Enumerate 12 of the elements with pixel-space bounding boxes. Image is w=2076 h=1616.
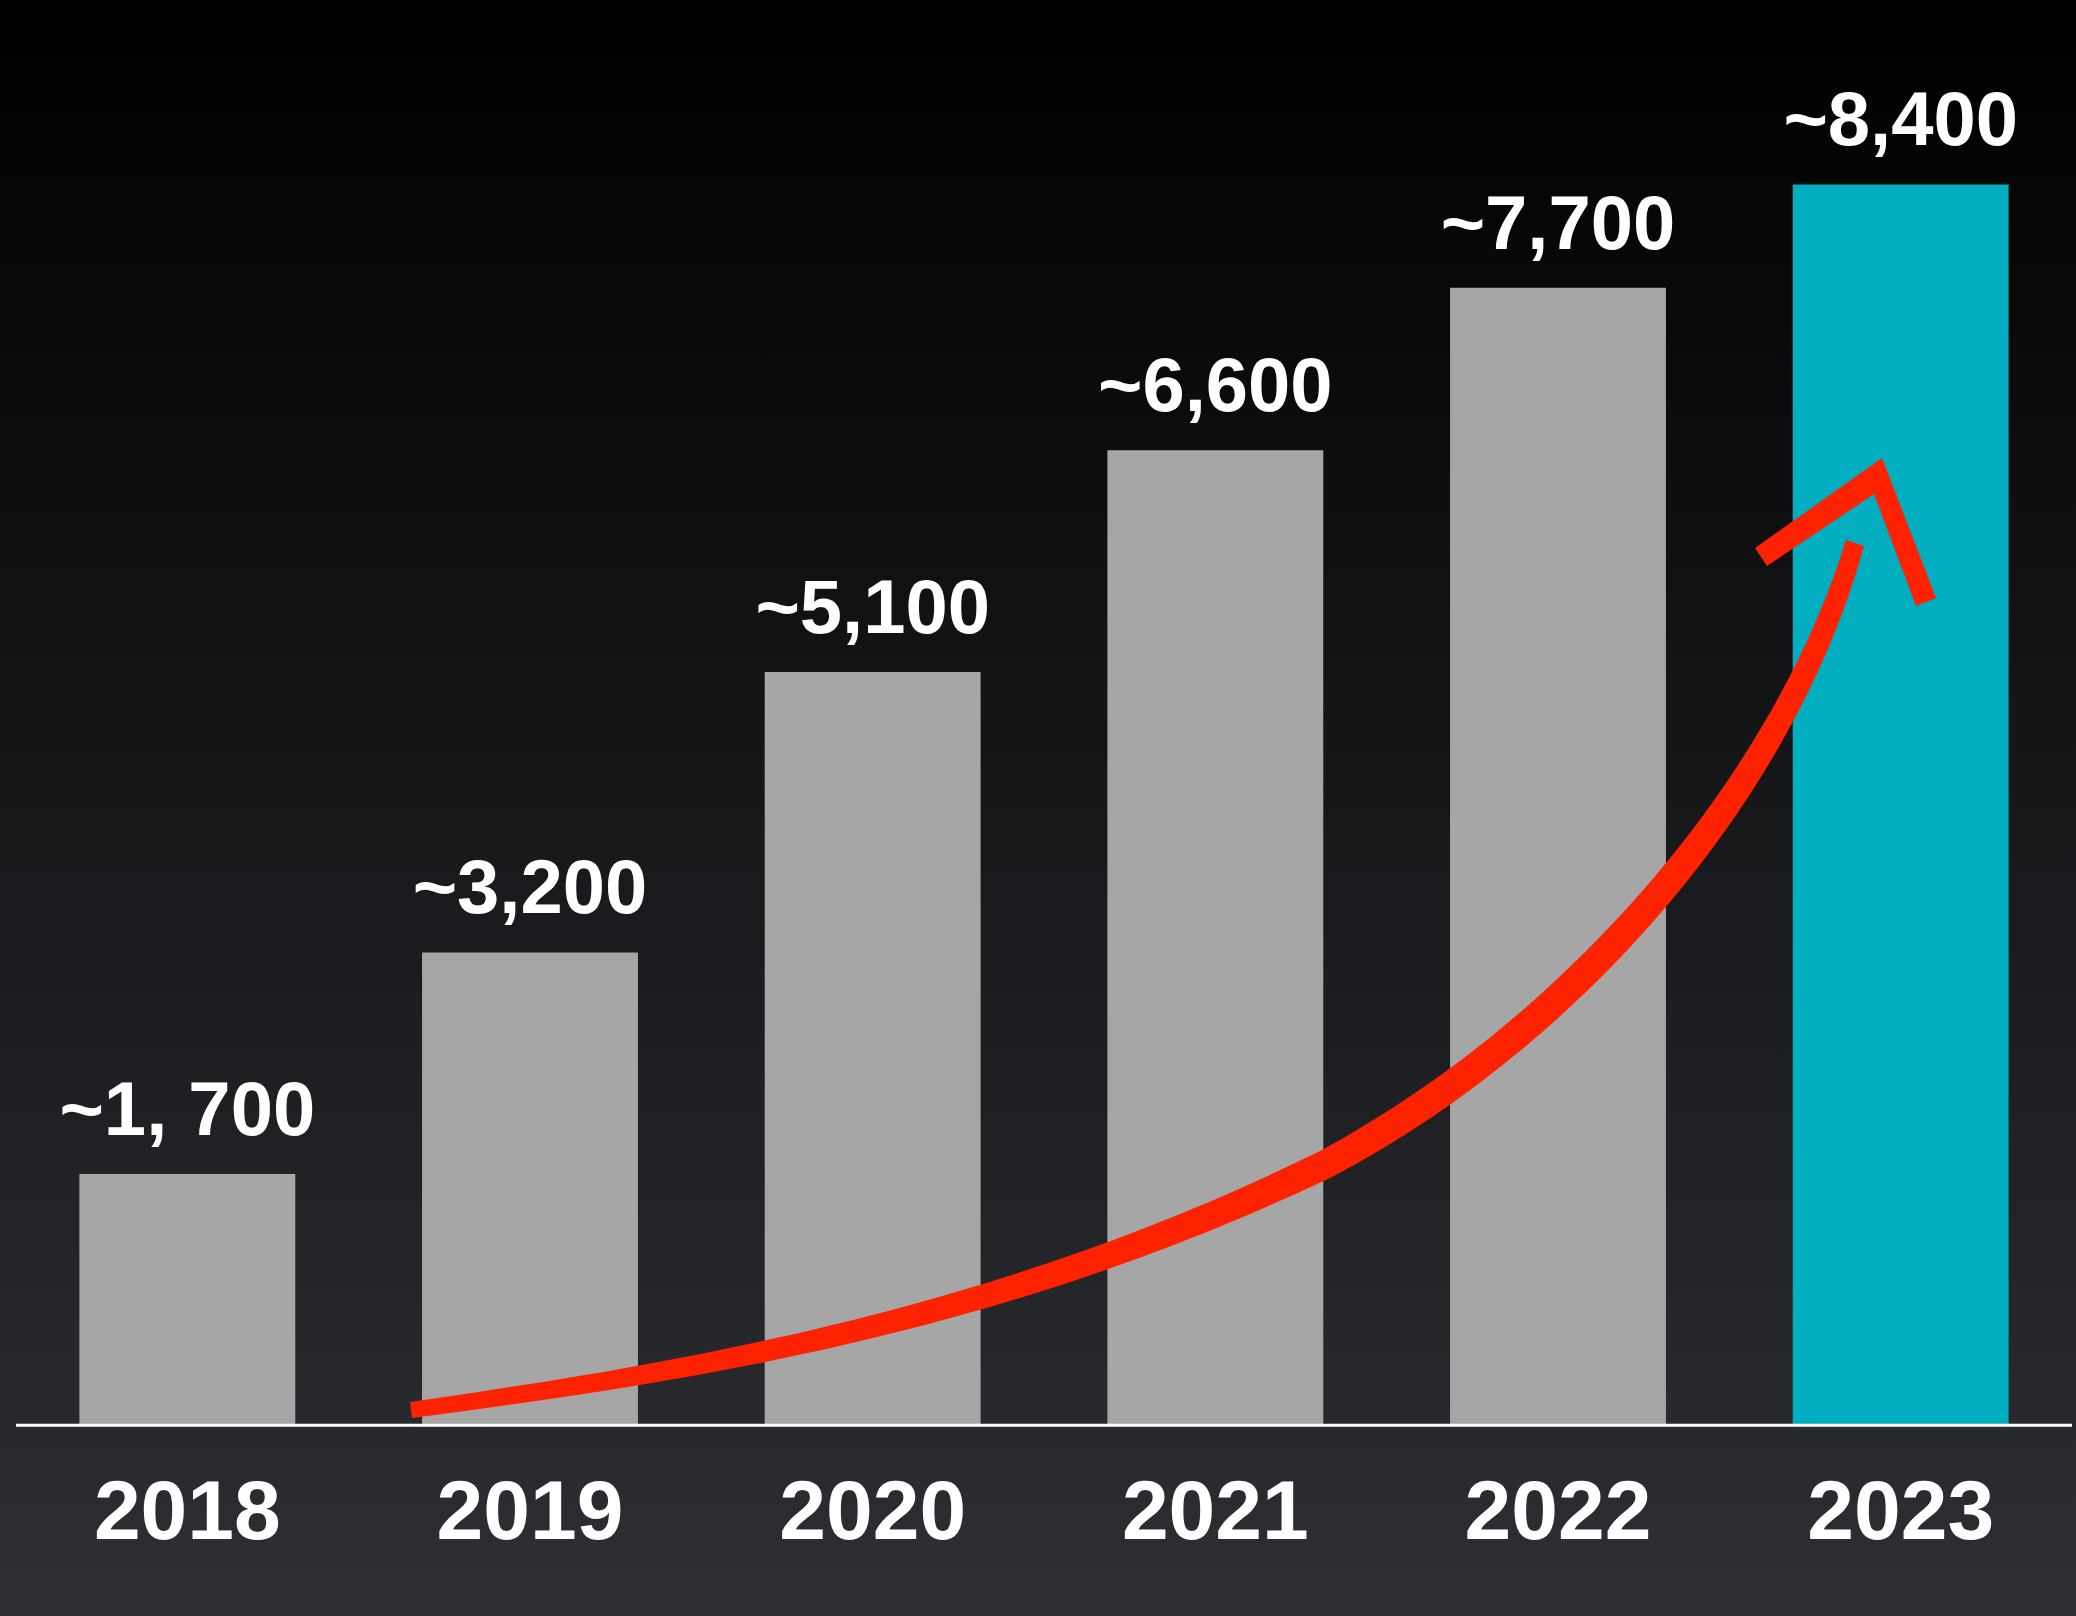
x-tick-label: 2022 [1464, 1462, 1652, 1557]
data-label: ~8,400 [1783, 76, 2018, 162]
x-tick-label: 2019 [436, 1462, 624, 1557]
x-tick-label: 2020 [779, 1462, 967, 1557]
data-label: ~1, 700 [59, 1066, 316, 1152]
data-label: ~6,600 [1098, 342, 1333, 428]
data-label: ~5,100 [755, 563, 990, 649]
x-tick-label: 2018 [93, 1462, 281, 1557]
x-tick-label: 2021 [1121, 1462, 1309, 1557]
data-label: ~3,200 [412, 844, 648, 930]
data-label: ~7,700 [1440, 179, 1676, 265]
x-tick-label: 2023 [1807, 1462, 1995, 1557]
